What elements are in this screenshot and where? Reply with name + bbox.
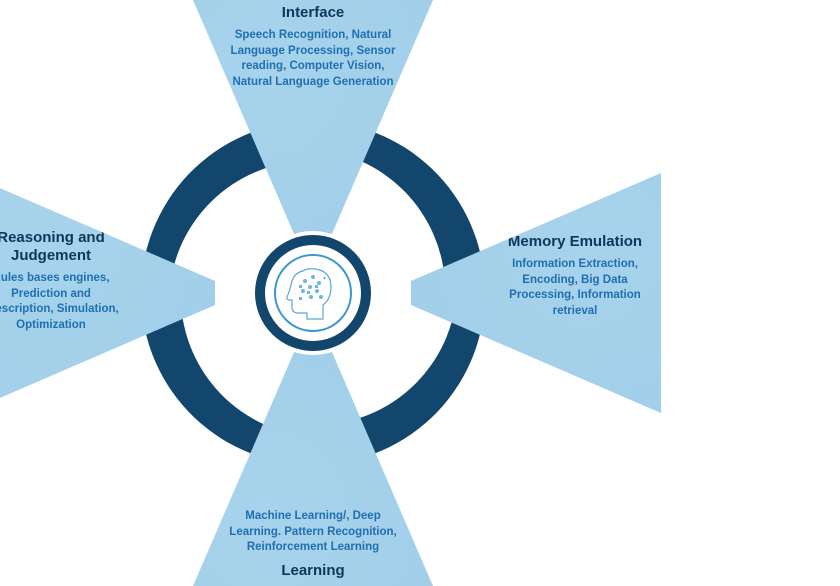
center-medallion bbox=[255, 235, 371, 351]
panel-desc: Speech Recognition, Natural Language Pro… bbox=[223, 28, 403, 90]
panel-title: Reasoning and Judgement bbox=[0, 229, 126, 265]
center-inner-ring bbox=[274, 254, 352, 332]
panel-desc: Machine Learning/, Deep Learning. Patter… bbox=[223, 509, 403, 556]
head-profile-gears-icon bbox=[283, 263, 343, 323]
panel-desc: Information Extraction, Encoding, Big Da… bbox=[500, 257, 650, 319]
panel-title: Learning bbox=[281, 562, 344, 580]
panel-title: Memory Emulation bbox=[500, 233, 650, 251]
panel-desc: Rules bases engines, Prediction and Pres… bbox=[0, 271, 126, 333]
panel-title: Interface bbox=[282, 4, 345, 22]
diagram-stage: Interface Speech Recognition, Natural La… bbox=[20, 0, 606, 586]
